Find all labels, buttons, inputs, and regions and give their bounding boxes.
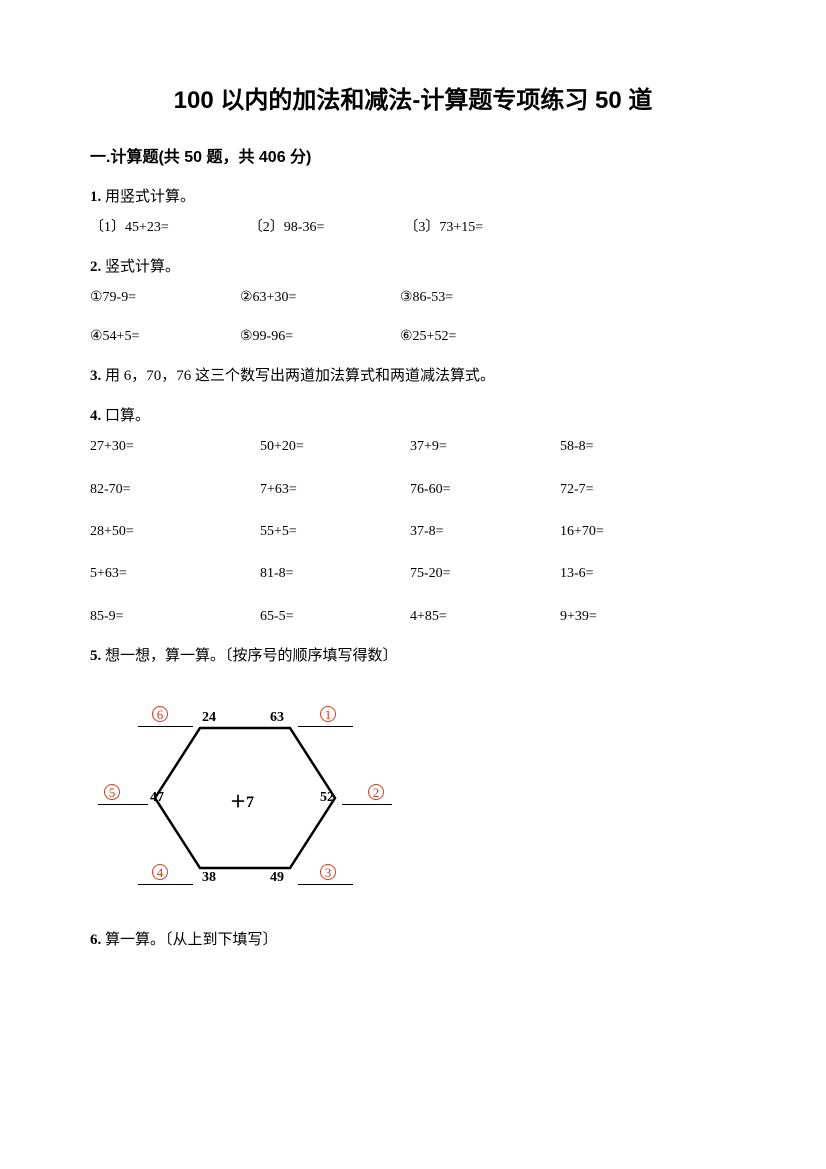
q4-cell: 82-70= [90, 479, 260, 501]
question-4: 4. 口算。 27+30= 50+20= 37+9= 58-8= 82-70= … [90, 404, 736, 628]
hex-line-3 [298, 884, 353, 885]
q4-cell: 37-8= [410, 521, 560, 543]
q4-cell: 85-9= [90, 606, 260, 628]
q4-cell: 65-5= [260, 606, 410, 628]
section-header: 一.计算题(共 50 题，共 406 分) [90, 143, 736, 167]
q2-text: 竖式计算。 [105, 259, 180, 275]
hex-vertex-bottom-right: 49 [270, 870, 284, 886]
q1-item-1: 〔1〕45+23= [90, 217, 169, 239]
q1-items: 〔1〕45+23= 〔2〕98-36= 〔3〕73+15= [90, 217, 736, 239]
hex-circle-4: 4 [152, 864, 168, 880]
q4-cell: 50+20= [260, 436, 410, 458]
q4-cell: 72-7= [560, 479, 710, 501]
q2-label: 2. [90, 259, 101, 275]
q2-r1-2: ②63+30= [240, 287, 400, 309]
q4-grid: 27+30= 50+20= 37+9= 58-8= 82-70= 7+63= 7… [90, 436, 736, 628]
q2-r1-3: ③86-53= [400, 287, 560, 309]
q6-label: 6. [90, 932, 101, 948]
q4-cell: 16+70= [560, 521, 710, 543]
hex-line-5 [98, 804, 148, 805]
question-5: 5. 想一想，算一算。〔按序号的顺序填写得数〕 [90, 644, 736, 668]
question-2: 2. 竖式计算。 ①79-9= ②63+30= ③86-53= ④54+5= ⑤… [90, 255, 736, 348]
q4-cell: 5+63= [90, 563, 260, 585]
q1-label: 1. [90, 189, 101, 205]
q2-r2-2: ⑤99-96= [240, 326, 400, 348]
question-3: 3. 用 6，70，76 这三个数写出两道加法算式和两道减法算式。 [90, 364, 736, 388]
q4-cell: 37+9= [410, 436, 560, 458]
hex-circle-6: 6 [152, 706, 168, 722]
q4-label: 4. [90, 408, 101, 424]
q4-cell: 81-8= [260, 563, 410, 585]
q4-text: 口算。 [105, 408, 150, 424]
hex-vertex-bottom-left: 38 [202, 870, 216, 886]
q4-cell: 75-20= [410, 563, 560, 585]
q1-text: 用竖式计算。 [105, 189, 195, 205]
hex-center: ＋7 [230, 788, 254, 812]
hex-line-4 [138, 884, 193, 885]
q1-item-3: 〔3〕73+15= [404, 217, 483, 239]
q4-cell: 55+5= [260, 521, 410, 543]
hex-line-1 [298, 726, 353, 727]
q4-cell: 13-6= [560, 563, 710, 585]
hex-vertex-top-left: 24 [202, 710, 216, 726]
hex-line-2 [342, 804, 392, 805]
q2-row2: ④54+5= ⑤99-96= ⑥25+52= [90, 326, 736, 348]
page-title: 100 以内的加法和减法-计算题专项练习 50 道 [90, 80, 736, 115]
q4-cell: 76-60= [410, 479, 560, 501]
q2-r2-1: ④54+5= [90, 326, 240, 348]
q3-label: 3. [90, 368, 101, 384]
hex-vertex-right: 52 [320, 790, 334, 806]
hex-circle-5: 5 [104, 784, 120, 800]
hex-circle-1: 1 [320, 706, 336, 722]
q1-item-2: 〔2〕98-36= [249, 217, 325, 239]
question-6: 6. 算一算。〔从上到下填写〕 [90, 928, 736, 952]
q4-cell: 9+39= [560, 606, 710, 628]
question-1: 1. 用竖式计算。 〔1〕45+23= 〔2〕98-36= 〔3〕73+15= [90, 185, 736, 239]
q2-row1: ①79-9= ②63+30= ③86-53= [90, 287, 736, 309]
q2-r1-1: ①79-9= [90, 287, 240, 309]
hex-circle-3: 3 [320, 864, 336, 880]
q4-cell: 7+63= [260, 479, 410, 501]
q4-cell: 58-8= [560, 436, 710, 458]
q2-r2-3: ⑥25+52= [400, 326, 560, 348]
hex-line-6 [138, 726, 193, 727]
hex-circle-2: 2 [368, 784, 384, 800]
q3-text: 用 6，70，76 这三个数写出两道加法算式和两道减法算式。 [105, 368, 495, 384]
q5-label: 5. [90, 648, 101, 664]
q4-cell: 27+30= [90, 436, 260, 458]
q4-cell: 28+50= [90, 521, 260, 543]
hexagon-diagram: 24 63 52 49 38 47 ＋7 6 1 2 3 4 5 [120, 698, 400, 898]
hex-vertex-top-right: 63 [270, 710, 284, 726]
hex-vertex-left: 47 [150, 790, 164, 806]
q6-text: 算一算。〔从上到下填写〕 [105, 932, 278, 948]
q4-cell: 4+85= [410, 606, 560, 628]
q5-text: 想一想，算一算。〔按序号的顺序填写得数〕 [105, 648, 398, 664]
